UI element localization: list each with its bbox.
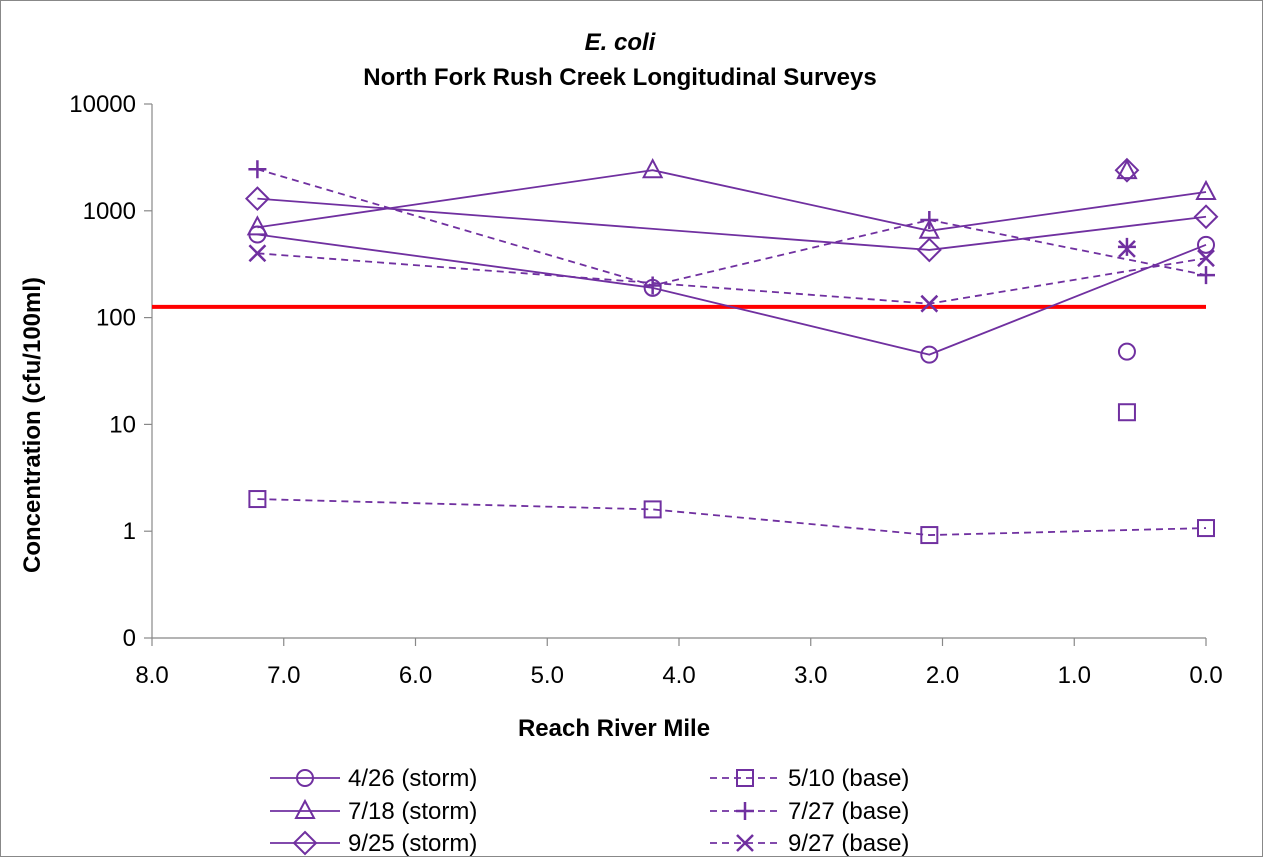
series-line: [257, 252, 1207, 305]
y-axis-label: Concentration (cfu/100ml): [19, 277, 46, 573]
data-point: [1197, 266, 1215, 285]
data-point: [920, 526, 939, 545]
x-tick-label: 5.0: [531, 662, 564, 689]
legend: 4/26 (storm) 5/10 (base) 7/18 (storm) 7/27 …: [270, 765, 909, 857]
chart-title: E. coli: [585, 29, 657, 56]
data-point: [916, 237, 942, 263]
series-line: [257, 498, 1207, 536]
legend-label: 7/27 (base): [788, 798, 909, 825]
legend-label: 9/27 (base): [788, 830, 909, 857]
data-point: [920, 211, 939, 230]
data-point: [1197, 519, 1215, 538]
data-point: [1193, 204, 1219, 230]
legend-marker: [736, 802, 754, 820]
series-line: [257, 168, 1207, 287]
series-line: [257, 169, 1207, 232]
data-point: [920, 294, 939, 313]
data-point: [248, 160, 267, 179]
data-point: [643, 500, 662, 519]
data-point: [1114, 157, 1140, 183]
legend-marker: [736, 769, 754, 787]
series-line: [257, 197, 1207, 251]
x-tick-label: 1.0: [1058, 662, 1091, 689]
y-tick-label: 100: [96, 305, 136, 332]
data-point: [1117, 403, 1136, 422]
chart-subtitle: North Fork Rush Creek Longitudinal Surve…: [363, 64, 876, 91]
data-point: [244, 186, 270, 212]
legend-marker: [292, 830, 318, 856]
y-tick-label: 10: [109, 411, 136, 438]
data-point: [1116, 159, 1138, 180]
y-tick-labels: 0 1 10 100 1000 10000: [69, 91, 136, 652]
legend-marker: [296, 769, 314, 787]
x-tick-label: 3.0: [794, 662, 827, 689]
data-point: [248, 490, 267, 509]
data-point: [643, 276, 662, 295]
x-tick-label: 6.0: [399, 662, 432, 689]
data-point: [1117, 237, 1136, 256]
series-line: [257, 233, 1207, 356]
data-point: [920, 345, 939, 364]
x-tick-label: 7.0: [267, 662, 300, 689]
data-point: [248, 244, 267, 263]
series-markers: [244, 157, 1219, 545]
x-tick-label: 0.0: [1189, 662, 1222, 689]
legend-label: 4/26 (storm): [348, 765, 477, 792]
y-tick-label: 0: [123, 625, 136, 652]
axes: [144, 103, 1207, 646]
data-point: [246, 215, 269, 236]
y-tick-label: 1000: [83, 198, 136, 225]
legend-marker: [736, 834, 754, 852]
data-point: [1195, 179, 1217, 200]
legend-label: 7/18 (storm): [348, 798, 477, 825]
series-lines: [257, 168, 1207, 536]
data-point: [1118, 239, 1136, 258]
data-point: [641, 158, 664, 179]
x-axis-label: Reach River Mile: [518, 715, 710, 742]
x-tick-labels: 8.0 7.0 6.0 5.0 4.0 3.0 2.0 1.0 0.0: [135, 662, 1222, 689]
legend-label: 5/10 (base): [788, 765, 909, 792]
y-tick-label: 1: [123, 518, 136, 545]
data-point: [1117, 342, 1136, 361]
y-tick-label: 10000: [69, 91, 136, 118]
x-tick-label: 2.0: [926, 662, 959, 689]
data-point: [1197, 249, 1215, 268]
x-tick-label: 8.0: [135, 662, 168, 689]
x-tick-label: 4.0: [662, 662, 695, 689]
legend-label: 9/25 (storm): [348, 830, 477, 857]
data-point: [1197, 235, 1215, 254]
legend-marker: [294, 798, 316, 819]
